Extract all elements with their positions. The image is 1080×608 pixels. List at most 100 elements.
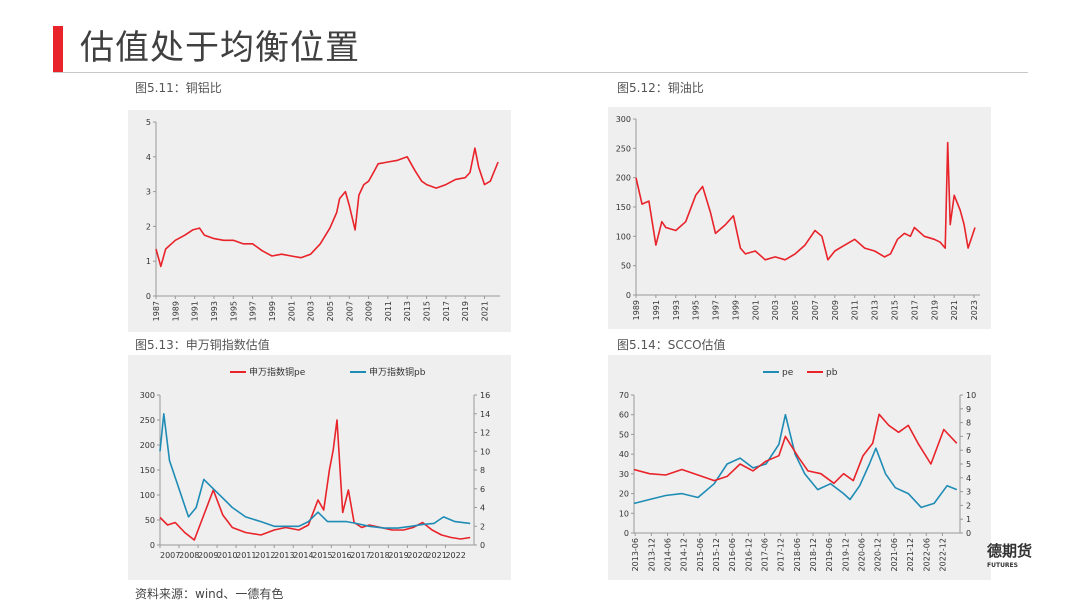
legend-label: pb bbox=[826, 368, 838, 378]
series-line-series-0 bbox=[155, 147, 499, 268]
x-tick-label: 1995 bbox=[692, 300, 701, 320]
y-tick-label: 0 bbox=[626, 291, 631, 300]
x-tick-label: 2015-06 bbox=[696, 538, 705, 571]
y-tick-label: 100 bbox=[616, 232, 631, 241]
title-divider bbox=[53, 72, 1028, 73]
y-tick-label: 1 bbox=[146, 257, 151, 266]
y-tick-label: 50 bbox=[621, 262, 631, 271]
x-tick-label: 1995 bbox=[229, 301, 238, 321]
x-tick-label: 2021-06 bbox=[890, 538, 899, 571]
y2-tick-label: 7 bbox=[966, 432, 971, 441]
y2-tick-label: 4 bbox=[480, 504, 485, 513]
x-tick-label: 2012 bbox=[255, 551, 275, 560]
legend-label: 申万指数铜pb bbox=[369, 366, 426, 378]
x-tick-label: 2013-12 bbox=[647, 538, 656, 571]
chart-caption-cu-oil: 图5.12：铜油比 bbox=[617, 81, 704, 95]
y2-tick-label: 12 bbox=[480, 429, 490, 438]
x-tick-label: 2011 bbox=[851, 300, 860, 320]
y2-tick-label: 6 bbox=[966, 446, 971, 455]
x-tick-label: 2019 bbox=[461, 301, 470, 321]
x-tick-label: 2009 bbox=[198, 551, 218, 560]
x-tick-label: 2013-06 bbox=[631, 538, 640, 571]
chart-panel-cu-al: 0 1 2 3 4 5 1987 1989 1991 1993 1995 1997 1999 2001 20… bbox=[128, 110, 511, 332]
x-tick-label: 2003 bbox=[307, 301, 316, 321]
y2-tick-label: 8 bbox=[966, 419, 971, 428]
y-tick-label: 40 bbox=[619, 450, 629, 459]
y-tick-label: 0 bbox=[624, 529, 629, 538]
x-tick-label: 2021 bbox=[481, 301, 490, 321]
x-tick-label: 2007 bbox=[811, 300, 820, 320]
y-tick-label: 4 bbox=[146, 153, 151, 162]
x-tick-label: 2016-06 bbox=[728, 538, 737, 571]
x-tick-label: 2018-06 bbox=[793, 538, 802, 571]
x-tick-label: 2017 bbox=[442, 301, 451, 321]
x-tick-label: 2005 bbox=[326, 301, 335, 321]
x-tick-label: 2022-06 bbox=[922, 538, 931, 571]
y-tick-label: 70 bbox=[619, 391, 629, 400]
series-line-series-1 bbox=[633, 413, 958, 485]
x-tick-label: 2018 bbox=[369, 551, 389, 560]
x-tick-label: 2016 bbox=[331, 551, 351, 560]
x-tick-label: 2019-12 bbox=[841, 538, 850, 571]
x-tick-label: 2001 bbox=[287, 301, 296, 321]
y2-tick-label: 8 bbox=[480, 466, 485, 475]
x-tick-label: 2016-12 bbox=[744, 538, 753, 571]
chart-caption-scco: 图5.14：SCCO估值 bbox=[617, 338, 726, 352]
x-tick-label: 2020 bbox=[407, 551, 427, 560]
y-tick-label: 0 bbox=[146, 292, 151, 301]
y2-tick-label: 14 bbox=[480, 410, 490, 419]
x-tick-label: 1997 bbox=[712, 300, 721, 320]
chart-caption-cu-al: 图5.11：铜铝比 bbox=[135, 81, 222, 95]
x-tick-label: 2009 bbox=[831, 300, 840, 320]
x-tick-label: 2013 bbox=[274, 551, 294, 560]
y-tick-label: 150 bbox=[140, 466, 155, 475]
chart-panel-scco: 0 10 20 30 40 50 60 70 0 1 2 3 4 5 6 7 8 9 10 2013-06 2013-1… bbox=[608, 355, 991, 580]
x-tick-label: 2001 bbox=[751, 300, 760, 320]
x-tick-label: 2017 bbox=[350, 551, 370, 560]
y-tick-label: 200 bbox=[616, 174, 631, 183]
x-tick-label: 2021 bbox=[950, 300, 959, 320]
y-tick-label: 60 bbox=[619, 411, 629, 420]
x-tick-label: 2019 bbox=[388, 551, 408, 560]
y2-tick-label: 3 bbox=[966, 488, 971, 497]
y-tick-label: 10 bbox=[619, 509, 629, 518]
y2-tick-label: 2 bbox=[966, 501, 971, 510]
x-tick-label: 2003 bbox=[771, 300, 780, 320]
y-tick-label: 250 bbox=[616, 144, 631, 153]
y-tick-label: 250 bbox=[140, 416, 155, 425]
series-line-series-0 bbox=[635, 141, 976, 261]
x-tick-label: 2005 bbox=[791, 300, 800, 320]
x-tick-label: 2022 bbox=[445, 551, 465, 560]
y2-tick-label: 0 bbox=[480, 541, 485, 550]
company-logo: 德期货 FUTURES bbox=[987, 542, 1033, 569]
x-tick-label: 2013 bbox=[403, 301, 412, 321]
y-tick-label: 300 bbox=[140, 391, 155, 400]
chart-sw-cu: 0501001502002503000246810121416200720082… bbox=[140, 366, 490, 560]
x-tick-label: 2020-06 bbox=[858, 538, 867, 571]
x-tick-label: 2019-06 bbox=[825, 538, 834, 571]
x-tick-label: 2008 bbox=[179, 551, 199, 560]
x-tick-label: 2010 bbox=[217, 551, 237, 560]
series-line-series-1 bbox=[159, 412, 471, 529]
x-tick-label: 2007 bbox=[345, 301, 354, 321]
x-tick-label: 2009 bbox=[365, 301, 374, 321]
x-tick-label: 2021-12 bbox=[906, 538, 915, 571]
y-tick-label: 300 bbox=[616, 115, 631, 124]
chart-cu-al: 0 1 2 3 4 5 1987 1989 1991 1993 1995 1997 1999 2001 20… bbox=[146, 118, 500, 321]
x-tick-label: 2015 bbox=[423, 301, 432, 321]
series-line-series-0 bbox=[159, 419, 471, 541]
y-tick-label: 0 bbox=[150, 541, 155, 550]
y2-tick-label: 4 bbox=[966, 474, 971, 483]
y2-tick-label: 10 bbox=[480, 447, 490, 456]
y-tick-label: 150 bbox=[616, 203, 631, 212]
x-tick-label: 2014-12 bbox=[680, 538, 689, 571]
x-tick-label: 1987 bbox=[152, 301, 161, 321]
y-tick-label: 2 bbox=[146, 222, 151, 231]
x-tick-label: 2017-06 bbox=[761, 538, 770, 571]
x-tick-label: 2014 bbox=[293, 551, 313, 560]
source-note: 资料来源：wind、一德有色 bbox=[135, 587, 284, 601]
chart-caption-sw-cu: 图5.13：申万铜指数估值 bbox=[135, 338, 270, 352]
chart-cu-oil: 0 50 100 150 200 250 300 1989 1991 1993 1995 1997 19… bbox=[616, 115, 980, 320]
x-tick-label: 2019 bbox=[930, 300, 939, 320]
x-tick-label: 2015 bbox=[890, 300, 899, 320]
